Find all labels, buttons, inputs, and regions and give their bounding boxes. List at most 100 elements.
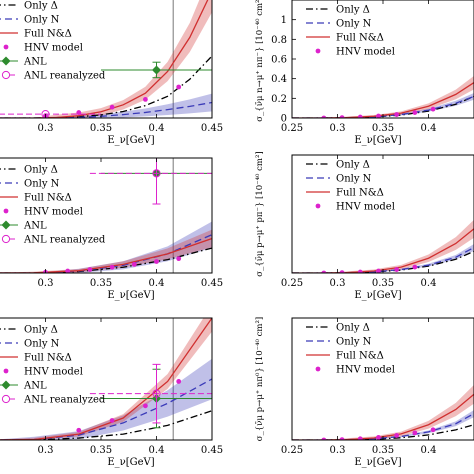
legend-label: Only N: [24, 15, 60, 26]
legend-label: Full N&Δ: [24, 29, 72, 40]
x-tick-label: 0.35: [372, 278, 394, 289]
legend-item: Only Δ: [0, 1, 58, 12]
x-tick-label: 0.35: [372, 123, 394, 134]
y-axis-label: σ_{ν̄μ p→μ⁺ nπ⁰} [10⁻⁴⁰ cm²]: [255, 317, 265, 441]
legend-label: ANL reanalyzed: [23, 71, 106, 82]
panel-6: 0.25 0.3 0.35 0.4 E_ν[GeV] σ_{ν̄μ p→μ⁺ nπ⁰} […: [255, 317, 474, 468]
x-tick-label: 0.35: [90, 445, 112, 456]
x-axis-label: E_ν[GeV]: [107, 135, 154, 146]
hnv-point: [431, 107, 436, 112]
legend-item: ANL: [0, 57, 47, 68]
x-axis-label: E_ν[GeV]: [354, 135, 401, 146]
hnv-point: [154, 259, 159, 264]
x-tick-label: 0.45: [201, 278, 223, 289]
legend-item: Only Δ: [0, 325, 58, 336]
legend-item: Only N: [306, 19, 372, 30]
legend-label: HNV model: [24, 43, 83, 54]
legend-label: Only Δ: [24, 165, 58, 176]
legend-swatch-dot: [316, 204, 321, 209]
x-tick-label: 0.3: [330, 123, 346, 134]
legend-item: Only N: [306, 174, 372, 185]
legend-swatch-diamond: [2, 57, 11, 66]
hnv-point: [412, 110, 417, 115]
x-tick-label: 0.3: [38, 278, 54, 289]
legend-item: Only N: [306, 337, 372, 348]
legend-label: Only N: [24, 179, 60, 190]
legend-item: Only N: [0, 339, 60, 350]
legend-label: Full N&Δ: [336, 351, 384, 362]
uncertainty-band: [292, 76, 474, 118]
hnv-point: [412, 430, 417, 435]
y-axis-label: σ_{ν̄μ n→μ⁺ nπ⁻} [10⁻⁴⁰ cm²]: [255, 0, 265, 122]
legend-label: Only N: [336, 337, 372, 348]
hnv-point: [88, 267, 93, 272]
y-tick-label: 0.4: [271, 74, 287, 85]
axes-frame: [292, 155, 474, 273]
x-tick-label: 0.3: [330, 445, 346, 456]
panel-3: 0.3 0.35 0.4 0.45 E_ν[GeV] Only Δ Only N Full N…: [0, 143, 223, 301]
legend-item: Full N&Δ: [306, 33, 384, 44]
hnv-point: [376, 435, 381, 440]
legend-item: HNV model: [316, 365, 395, 376]
hnv-point: [110, 105, 115, 110]
legend-item: Only N: [0, 15, 60, 26]
legend-label: ANL: [23, 381, 47, 392]
y-tick-label: 1: [281, 15, 287, 26]
legend-label: ANL reanalyzed: [23, 235, 106, 246]
legend-label: Full N&Δ: [24, 193, 72, 204]
hnv-point: [176, 85, 181, 90]
legend-item: Full N&Δ: [306, 351, 384, 362]
legend-swatch-circle: [2, 395, 9, 402]
plot-area: [292, 220, 474, 276]
legend-label: Only N: [24, 339, 60, 350]
hnv-point: [394, 267, 399, 272]
legend-item: HNV model: [4, 207, 83, 218]
x-axis-label: E_ν[GeV]: [354, 457, 401, 468]
axes-frame: [292, 318, 474, 440]
legend-swatch-dot: [4, 45, 9, 50]
legend-swatch-dot: [4, 209, 9, 214]
legend-item: HNV model: [316, 202, 395, 213]
x-tick-label: 0.4: [421, 123, 437, 134]
legend-label: HNV model: [336, 47, 395, 58]
hnv-point: [76, 428, 81, 433]
x-axis-label: E_ν[GeV]: [107, 290, 154, 301]
x-tick-label: 0.45: [201, 445, 223, 456]
legend-item: HNV model: [316, 47, 395, 58]
legend-item: HNV model: [4, 43, 83, 54]
legend-item: Only Δ: [0, 165, 58, 176]
hnv-point: [412, 265, 417, 270]
legend-label: Full N&Δ: [24, 353, 72, 364]
panel-5: 0.3 0.35 0.4 0.45 E_ν[GeV] Only Δ Only N Full N…: [0, 305, 223, 468]
hnv-point: [358, 115, 363, 120]
hnv-point: [394, 433, 399, 438]
legend-label: Only Δ: [336, 5, 370, 16]
x-tick-label: 0.4: [149, 123, 165, 134]
hnv-point: [358, 270, 363, 275]
plot-area: [292, 76, 474, 121]
hnv-point: [132, 262, 137, 267]
y-tick-label: 0.8: [271, 35, 287, 46]
hnv-point: [110, 265, 115, 270]
panel-2: 0.25 0.3 0.35 0.400.20.40.60.81E_ν[GeV]σ_{ν…: [255, 0, 474, 146]
x-axis-label: E_ν[GeV]: [354, 290, 401, 301]
x-tick-label: 0.45: [201, 123, 223, 134]
legend-swatch-dot: [316, 367, 321, 372]
x-tick-label: 0.4: [421, 278, 437, 289]
panel-4: 0.25 0.3 0.35 0.4E_ν[GeV]σ_{ν̄μ p→μ⁺ pπ⁻} […: [255, 151, 474, 301]
legend-swatch-diamond: [2, 221, 11, 230]
legend-swatch-dot: [316, 49, 321, 54]
plot-area: [292, 385, 474, 443]
legend-swatch-circle: [2, 235, 9, 242]
hnv-point: [143, 97, 148, 102]
hnv-point: [176, 256, 181, 261]
legend-item: ANL: [0, 381, 47, 392]
legend-label: ANL: [23, 57, 47, 68]
x-tick-label: 0.3: [38, 445, 54, 456]
legend-label: Only N: [336, 19, 372, 30]
legend-item: Only Δ: [306, 5, 370, 16]
legend-item: Full N&Δ: [0, 29, 72, 40]
legend-label: Only N: [336, 174, 372, 185]
hnv-point: [110, 418, 115, 423]
